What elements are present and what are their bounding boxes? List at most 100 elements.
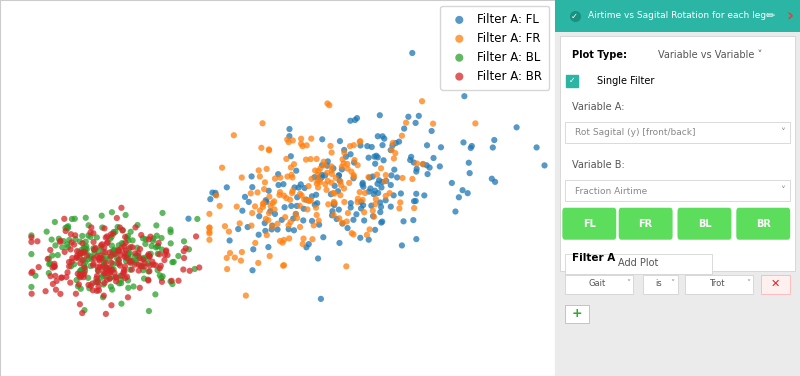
Filter A: BL: (35.5, 0.379): BL: (35.5, 0.379) <box>51 252 64 258</box>
Filter A: FL: (55.7, 0.49): FL: (55.7, 0.49) <box>262 188 275 194</box>
Filter A: FL: (66.5, 0.569): FL: (66.5, 0.569) <box>376 142 389 148</box>
Filter A: FL: (69.8, 0.523): FL: (69.8, 0.523) <box>410 168 422 174</box>
Filter A: FL: (67.3, 0.463): FL: (67.3, 0.463) <box>384 204 397 210</box>
Filter A: BR: (40.6, 0.415): BR: (40.6, 0.415) <box>105 231 118 237</box>
Filter A: FR: (57.1, 0.405): FR: (57.1, 0.405) <box>278 237 290 243</box>
Filter A: BL: (45.1, 0.353): BL: (45.1, 0.353) <box>151 267 164 273</box>
Filter A: BR: (47.6, 0.374): BR: (47.6, 0.374) <box>178 255 190 261</box>
Filter A: FL: (65.5, 0.566): FL: (65.5, 0.566) <box>366 144 378 150</box>
Filter A: BR: (39.9, 0.392): BR: (39.9, 0.392) <box>98 245 110 251</box>
Filter A: BR: (45.7, 0.38): BR: (45.7, 0.38) <box>158 252 171 258</box>
Filter A: FR: (55.8, 0.464): FR: (55.8, 0.464) <box>264 203 277 209</box>
Filter A: BR: (40.1, 0.277): BR: (40.1, 0.277) <box>99 311 112 317</box>
Filter A: BR: (37.5, 0.328): BR: (37.5, 0.328) <box>73 282 86 288</box>
Filter A: BL: (43.9, 0.398): BL: (43.9, 0.398) <box>139 241 152 247</box>
Filter A: FL: (74.3, 0.654): FL: (74.3, 0.654) <box>458 93 470 99</box>
Filter A: BR: (39.4, 0.318): BR: (39.4, 0.318) <box>93 287 106 293</box>
Filter A: FL: (61.6, 0.484): FL: (61.6, 0.484) <box>325 191 338 197</box>
Filter A: BR: (38.7, 0.427): BR: (38.7, 0.427) <box>85 224 98 230</box>
Filter A: BL: (35.9, 0.393): BL: (35.9, 0.393) <box>56 244 69 250</box>
Filter A: FR: (62.5, 0.506): FR: (62.5, 0.506) <box>334 179 347 185</box>
Filter A: FL: (65.3, 0.513): FL: (65.3, 0.513) <box>363 174 376 180</box>
Filter A: BR: (38.9, 0.361): BR: (38.9, 0.361) <box>86 262 99 268</box>
Filter A: BR: (41.9, 0.383): BR: (41.9, 0.383) <box>118 250 131 256</box>
Filter A: BR: (37.9, 0.399): BR: (37.9, 0.399) <box>76 240 89 246</box>
Filter A: FR: (65.3, 0.423): FR: (65.3, 0.423) <box>363 226 376 232</box>
Filter A: FR: (61.4, 0.638): FR: (61.4, 0.638) <box>323 102 336 108</box>
Filter A: FR: (69.8, 0.537): FR: (69.8, 0.537) <box>410 161 423 167</box>
Filter A: FL: (56.3, 0.45): FL: (56.3, 0.45) <box>269 211 282 217</box>
Filter A: FL: (59, 0.439): FL: (59, 0.439) <box>297 217 310 223</box>
Filter A: BL: (39.8, 0.427): BL: (39.8, 0.427) <box>96 224 109 230</box>
Filter A: FL: (74.8, 0.539): FL: (74.8, 0.539) <box>462 160 475 166</box>
Filter A: FL: (62.7, 0.433): FL: (62.7, 0.433) <box>336 221 349 227</box>
Filter A: BR: (44.6, 0.363): BR: (44.6, 0.363) <box>147 262 160 268</box>
Filter A: BR: (39.9, 0.349): BR: (39.9, 0.349) <box>98 269 110 275</box>
Filter A: BR: (36.8, 0.415): BR: (36.8, 0.415) <box>65 231 78 237</box>
Filter A: BR: (40.3, 0.401): BR: (40.3, 0.401) <box>102 239 114 245</box>
Filter A: FR: (62.7, 0.544): FR: (62.7, 0.544) <box>336 156 349 162</box>
Text: Single Filter: Single Filter <box>597 76 654 86</box>
Filter A: BL: (46.5, 0.329): BL: (46.5, 0.329) <box>166 281 178 287</box>
Filter A: BL: (40.5, 0.407): BL: (40.5, 0.407) <box>104 236 117 242</box>
Text: ✕: ✕ <box>771 279 780 289</box>
Filter A: BR: (42.1, 0.341): BR: (42.1, 0.341) <box>121 274 134 280</box>
Filter A: BL: (39.7, 0.447): BL: (39.7, 0.447) <box>95 213 108 219</box>
Filter A: BR: (39.7, 0.396): BR: (39.7, 0.396) <box>94 243 107 249</box>
Filter A: BL: (40.2, 0.355): BL: (40.2, 0.355) <box>100 266 113 272</box>
Filter A: FL: (67.7, 0.527): FL: (67.7, 0.527) <box>388 167 401 173</box>
Filter A: FL: (58.3, 0.464): FL: (58.3, 0.464) <box>290 203 303 209</box>
Filter A: FL: (77.3, 0.506): FL: (77.3, 0.506) <box>489 179 502 185</box>
Filter A: FL: (65.4, 0.494): FL: (65.4, 0.494) <box>364 185 377 191</box>
Filter A: FL: (77, 0.511): FL: (77, 0.511) <box>486 176 498 182</box>
Filter A: FR: (64.3, 0.488): FR: (64.3, 0.488) <box>354 189 366 195</box>
Text: BR: BR <box>756 219 770 229</box>
Filter A: FR: (61.8, 0.486): FR: (61.8, 0.486) <box>327 190 340 196</box>
Filter A: BR: (43.2, 0.352): BR: (43.2, 0.352) <box>132 268 145 274</box>
Filter A: BL: (40.7, 0.354): BL: (40.7, 0.354) <box>106 267 118 273</box>
Filter A: BL: (38, 0.361): BL: (38, 0.361) <box>78 262 90 268</box>
Filter A: FL: (55.3, 0.434): FL: (55.3, 0.434) <box>258 220 271 226</box>
Filter A: BR: (45.9, 0.387): BR: (45.9, 0.387) <box>160 247 173 253</box>
Filter A: BL: (45.1, 0.395): BL: (45.1, 0.395) <box>151 243 164 249</box>
Filter A: BR: (37.9, 0.279): BR: (37.9, 0.279) <box>76 310 89 316</box>
Filter A: BR: (40.1, 0.409): BR: (40.1, 0.409) <box>99 235 112 241</box>
Filter A: FR: (66.8, 0.481): FR: (66.8, 0.481) <box>379 193 392 199</box>
Filter A: FL: (63.5, 0.469): FL: (63.5, 0.469) <box>344 200 357 206</box>
FancyBboxPatch shape <box>555 0 800 376</box>
Filter A: BR: (41.9, 0.351): BR: (41.9, 0.351) <box>118 268 130 274</box>
Filter A: BR: (39.5, 0.369): BR: (39.5, 0.369) <box>93 258 106 264</box>
Filter A: BR: (33.6, 0.403): BR: (33.6, 0.403) <box>31 238 44 244</box>
Filter A: BL: (38.2, 0.394): BL: (38.2, 0.394) <box>80 243 93 249</box>
Filter A: BL: (39.8, 0.344): BL: (39.8, 0.344) <box>97 273 110 279</box>
Filter A: BL: (38, 0.37): BL: (38, 0.37) <box>78 257 90 263</box>
Filter A: FL: (73.8, 0.479): FL: (73.8, 0.479) <box>453 194 466 200</box>
Text: ✓: ✓ <box>569 76 575 85</box>
Filter A: FR: (59.7, 0.511): FR: (59.7, 0.511) <box>305 176 318 182</box>
Filter A: BL: (42, 0.379): BL: (42, 0.379) <box>119 252 132 258</box>
Filter A: BR: (38.1, 0.357): BR: (38.1, 0.357) <box>78 265 91 271</box>
Filter A: BR: (33.7, 0.358): BR: (33.7, 0.358) <box>32 264 45 270</box>
Filter A: BL: (36.4, 0.397): BL: (36.4, 0.397) <box>61 241 74 247</box>
Filter A: FR: (70.4, 0.537): FR: (70.4, 0.537) <box>417 161 430 167</box>
Filter A: FR: (59.7, 0.474): FR: (59.7, 0.474) <box>305 197 318 203</box>
Filter A: BR: (34.4, 0.317): BR: (34.4, 0.317) <box>39 288 52 294</box>
Filter A: FL: (65.7, 0.484): FL: (65.7, 0.484) <box>367 191 380 197</box>
Filter A: BL: (40.2, 0.376): BL: (40.2, 0.376) <box>101 254 114 260</box>
Filter A: FR: (62.8, 0.537): FR: (62.8, 0.537) <box>338 161 350 167</box>
Filter A: FL: (69.7, 0.608): FL: (69.7, 0.608) <box>409 120 422 126</box>
Filter A: FR: (59.7, 0.58): FR: (59.7, 0.58) <box>305 136 318 142</box>
Filter A: FL: (67.3, 0.561): FL: (67.3, 0.561) <box>384 147 397 153</box>
Filter A: FR: (64.8, 0.453): FR: (64.8, 0.453) <box>358 209 370 215</box>
Filter A: BL: (42.2, 0.379): BL: (42.2, 0.379) <box>122 252 134 258</box>
Filter A: FR: (56.5, 0.433): FR: (56.5, 0.433) <box>271 221 284 227</box>
Filter A: FL: (72.1, 0.565): FL: (72.1, 0.565) <box>434 144 447 150</box>
Filter A: BR: (42.9, 0.382): BR: (42.9, 0.382) <box>129 250 142 256</box>
Filter A: FL: (70.8, 0.519): FL: (70.8, 0.519) <box>421 171 434 177</box>
Filter A: FR: (59.4, 0.458): FR: (59.4, 0.458) <box>301 206 314 212</box>
Filter A: BL: (42.5, 0.419): BL: (42.5, 0.419) <box>124 229 137 235</box>
Filter A: BR: (40.6, 0.292): BR: (40.6, 0.292) <box>105 302 118 308</box>
Filter A: BL: (40.7, 0.41): BL: (40.7, 0.41) <box>105 234 118 240</box>
Filter A: FR: (53.9, 0.486): FR: (53.9, 0.486) <box>244 190 257 196</box>
Filter A: FR: (60, 0.43): FR: (60, 0.43) <box>307 222 320 228</box>
